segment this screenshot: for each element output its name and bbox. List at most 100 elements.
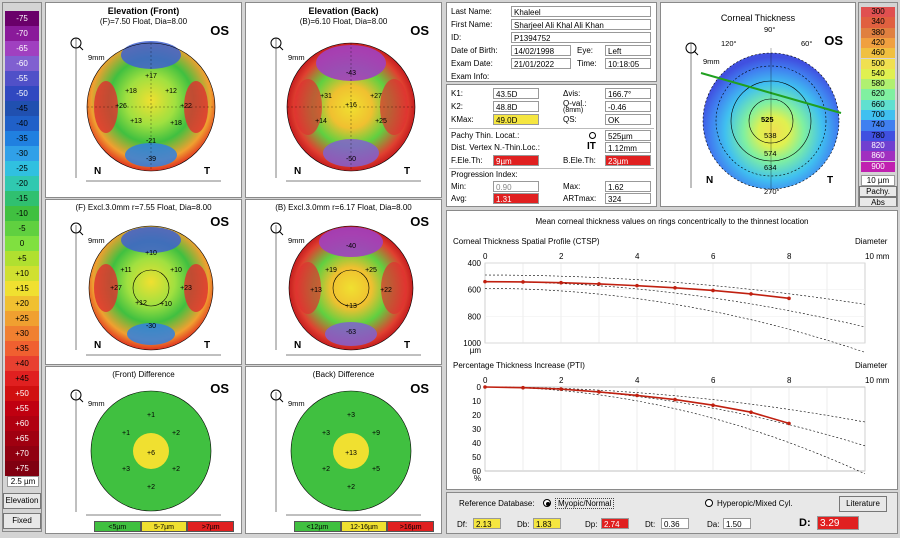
svg-text:+1: +1	[122, 430, 130, 437]
nasal-label: N	[94, 340, 102, 351]
dt-label: Dt:	[645, 520, 656, 529]
y-tick-label: 50	[472, 453, 481, 462]
reference-curve	[484, 386, 866, 423]
scale-item: -55	[5, 71, 39, 86]
scale-item: 860	[861, 151, 895, 162]
kmax-label: KMax:	[451, 115, 474, 124]
map-subtitle: (F) Excl.3.0mm r=7.55 Float, Dia=8.00	[75, 203, 212, 212]
data-point	[787, 421, 791, 426]
svg-text:+2: +2	[172, 430, 180, 437]
scale-item: +70	[5, 446, 39, 461]
min-value: 0.90	[493, 181, 539, 192]
map-mm-label: 9mm	[288, 53, 305, 62]
svg-text:+10: +10	[160, 301, 172, 308]
artmax-label: ARTmax:	[563, 194, 597, 203]
svg-text:+16: +16	[345, 102, 357, 109]
elevation-button[interactable]: Elevation	[3, 493, 41, 509]
svg-text:-43: -43	[346, 70, 356, 77]
data-point	[711, 288, 715, 293]
back-elevation-map[interactable]: Elevation (Back) (B)=6.10 Float, Dia=8.0…	[245, 2, 442, 198]
scale-item: -50	[5, 86, 39, 101]
pachy-thin-label: Pachy Thin. Locat.:	[451, 131, 520, 140]
elevation-map-graphic: -43 +31 +27 +16 +14 +25 -50	[270, 37, 421, 182]
eye-label: OS	[410, 381, 429, 396]
data-point	[559, 280, 563, 285]
front-elevation-map[interactable]: Elevation (Front) (F)=7.50 Float, Dia=8.…	[45, 2, 242, 198]
svg-text:+2: +2	[347, 484, 355, 491]
thickness-value-2: 538	[764, 131, 777, 140]
map-mm-label: 9mm	[288, 236, 305, 245]
fixed-button[interactable]: Fixed	[3, 513, 41, 529]
temporal-label: T	[827, 175, 834, 186]
map-mm-label: 9mm	[288, 399, 305, 408]
temporal-label: T	[204, 166, 211, 177]
id-label: ID:	[451, 33, 462, 42]
literature-button[interactable]: Literature	[839, 496, 887, 512]
k1-label: K1:	[451, 89, 464, 98]
scale-item: -70	[5, 26, 39, 41]
left-color-scale: -75 -70 -65 -60 -55 -50 -45 -40 -35 -30 -25 -20 -15-…	[2, 2, 42, 532]
difference-map-graphic: +1 +1 +2 +6 +3 +2 +2	[70, 389, 221, 516]
svg-text:+18: +18	[170, 120, 182, 127]
graphs-header: Mean corneal thickness values on rings c…	[535, 217, 809, 226]
eye-label: OS	[410, 23, 429, 38]
svg-text:-21: -21	[146, 138, 156, 145]
svg-text:+14: +14	[315, 118, 327, 125]
radio-myopic[interactable]	[543, 499, 551, 507]
svg-text:+27: +27	[370, 93, 382, 100]
scale-item: 340	[861, 17, 895, 28]
svg-text:+2: +2	[172, 466, 180, 473]
svg-text:+19: +19	[325, 267, 337, 274]
data-point	[521, 280, 525, 284]
scale-item: 460	[861, 48, 895, 59]
circle-icon	[589, 132, 596, 139]
back-excl-elevation-map[interactable]: (B) Excl.3.0mm r=6.17 Float, Dia=8.00 OS…	[245, 199, 442, 365]
x-tick-label: 10 mm	[865, 376, 890, 385]
svg-text:+9: +9	[372, 430, 380, 437]
eye-label: OS	[824, 33, 843, 48]
data-point	[635, 393, 639, 398]
hyperopic-label: Hyperopic/Mixed Cyl.	[717, 499, 793, 508]
dist-direction: IT	[587, 141, 596, 152]
y-tick-label: 1000	[463, 339, 481, 348]
data-point	[749, 410, 753, 414]
map-subtitle: (Front) Difference	[112, 370, 175, 379]
scale-item: +10	[5, 266, 39, 281]
abs-button[interactable]: Abs	[859, 197, 897, 206]
svg-text:+13: +13	[345, 450, 357, 457]
front-excl-elevation-map[interactable]: (F) Excl.3.0mm r=7.55 Float, Dia=8.00 OS…	[45, 199, 242, 365]
d-value: 3.29	[817, 516, 859, 530]
map-mm-label: 9mm	[88, 53, 105, 62]
scale-item: +20	[5, 296, 39, 311]
y-tick-label: 40	[472, 439, 481, 448]
scale-item: -20	[5, 176, 39, 191]
svg-text:-30: -30	[146, 323, 156, 330]
df-value: 2.13	[473, 518, 501, 529]
back-difference-map[interactable]: (Back) Difference OS +3 +3 +9 +13 +2 +5 +2 9mm…	[245, 366, 442, 534]
scale-item: -60	[5, 56, 39, 71]
scale-item: +25	[5, 311, 39, 326]
corneal-thickness-map[interactable]: Corneal Thickness OS 9mm 525 538 574 634…	[660, 2, 856, 207]
reference-label: Reference Database:	[459, 499, 535, 508]
angle-90: 90°	[764, 25, 776, 34]
thickness-map-graphic	[685, 42, 842, 193]
svg-text:+3: +3	[347, 412, 355, 419]
radio-dot	[546, 502, 550, 506]
data-point	[597, 390, 601, 394]
pachy-button[interactable]: Pachy.	[859, 186, 897, 197]
dp-label: Dp:	[585, 520, 598, 529]
radio-hyperopic[interactable]	[705, 499, 713, 507]
nasal-label: N	[94, 166, 102, 177]
data-point	[635, 283, 639, 288]
db-value: 1.83	[533, 518, 561, 529]
y-tick-label: 30	[472, 425, 481, 434]
svg-text:+18: +18	[125, 88, 137, 95]
thickness-value-3: 574	[764, 149, 777, 158]
legend-mid: 5-7µm	[140, 521, 188, 532]
front-difference-map[interactable]: (Front) Difference OS +1 +1 +2 +6 +3 +2 +2 9mm…	[45, 366, 242, 534]
svg-text:+2: +2	[322, 466, 330, 473]
svg-text:+13: +13	[130, 118, 142, 125]
scale-item: +35	[5, 341, 39, 356]
qval-unit: (8mm)	[563, 107, 584, 114]
x-tick-label: 2	[559, 252, 564, 261]
